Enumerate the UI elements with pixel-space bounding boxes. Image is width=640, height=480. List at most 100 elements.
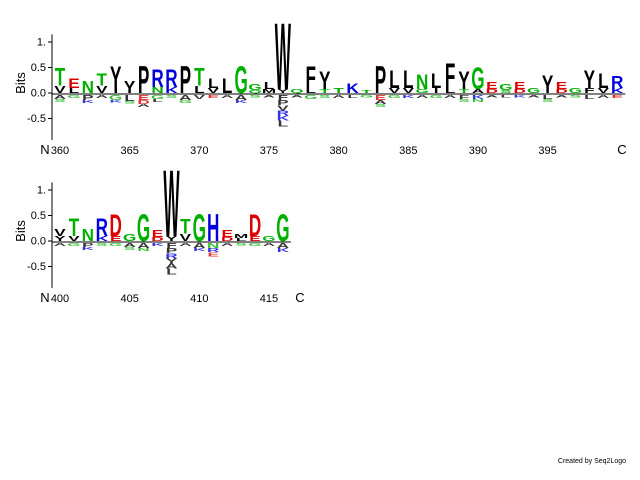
- logo-letter-K: K: [96, 235, 109, 243]
- logo-row-360-c-terminus: C: [617, 142, 626, 157]
- logo-letter-Y: Y: [277, 88, 289, 95]
- logo-letter-neg-S: S: [319, 94, 330, 99]
- logo-letter-R: R: [151, 66, 163, 93]
- logo-letter-neg-S: S: [166, 94, 177, 99]
- logo-letter-Y: Y: [584, 67, 595, 94]
- logo-letter-G: G: [262, 235, 275, 243]
- logo-row-360-xtick-label: 365: [120, 145, 138, 157]
- logo-letter-K: K: [165, 86, 178, 95]
- logo-letter-neg-G: G: [429, 94, 442, 99]
- logo-letter-neg-A: A: [54, 242, 66, 247]
- logo-row-360-xtick-label: 370: [190, 145, 208, 157]
- logo-letter-T: T: [333, 87, 343, 95]
- logo-letter-neg-A: A: [123, 242, 135, 249]
- logo-letter-neg-K: K: [193, 247, 205, 252]
- logo-row-400-xtick-label: 405: [120, 293, 138, 305]
- logo-letter-neg-E: E: [138, 94, 150, 102]
- logo-letter-neg-N: N: [207, 242, 219, 250]
- logo-letter-neg-F: F: [278, 94, 288, 102]
- logo-letter-neg-A: A: [137, 104, 149, 109]
- logo-letter-T: T: [361, 89, 372, 94]
- logo-letter-G: G: [527, 87, 540, 95]
- logo-letter-neg-L: L: [166, 267, 176, 276]
- logo-letter-S: S: [500, 89, 511, 94]
- logo-letter-Y: Y: [110, 61, 121, 96]
- logo-letter-Y: Y: [166, 235, 178, 243]
- logo-letter-G: G: [471, 62, 484, 97]
- logo-letter-neg-L: L: [124, 94, 134, 103]
- logo-letter-L: L: [236, 237, 247, 242]
- logo-letter-neg-A: A: [179, 242, 191, 247]
- logo-letter-L: L: [431, 70, 442, 93]
- logo-letter-G: G: [234, 59, 247, 102]
- logo-letter-T: T: [97, 69, 108, 89]
- logo-row-360-xtick-label: 360: [51, 145, 69, 157]
- logo-letter-L: L: [194, 84, 205, 96]
- logo-letter-V: V: [54, 227, 66, 239]
- logo-letter-neg-P: P: [277, 99, 289, 107]
- logo-letter-neg-A: A: [444, 94, 456, 99]
- logo-letter-neg-L: L: [542, 94, 553, 101]
- logo-row-360-xtick-label: 390: [469, 145, 487, 157]
- logo-letter-E: E: [110, 235, 122, 243]
- logo-letter-neg-A: A: [165, 262, 178, 270]
- logo-letter-F: F: [445, 56, 455, 95]
- logo-letter-neg-V: V: [277, 104, 289, 112]
- logo-letter-L: L: [598, 70, 609, 93]
- logo-letter-neg-G: G: [248, 242, 261, 247]
- logo-letter-Y: Y: [319, 68, 330, 95]
- logo-row-400-ytick-label: -0.5: [27, 261, 46, 273]
- logo-letter-neg-S: S: [124, 246, 135, 251]
- logo-letter-L: L: [445, 87, 455, 95]
- logo-letter-neg-A: A: [527, 94, 539, 98]
- logo-letter-Y: Y: [124, 77, 136, 97]
- logo-letter-neg-P: P: [82, 94, 94, 102]
- logo-letter-neg-F: F: [459, 94, 470, 101]
- logo-letter-neg-L: L: [501, 94, 512, 98]
- logo-letter-V: V: [180, 232, 192, 244]
- logo-letter-D: D: [151, 236, 163, 243]
- logo-row-360-ylabel: Bits: [13, 72, 28, 94]
- logo-letter-I: I: [434, 87, 439, 95]
- logo-letter-neg-R: R: [207, 247, 219, 254]
- logo-letter-neg-E: E: [208, 251, 219, 258]
- logo-letter-neg-S: S: [458, 98, 469, 103]
- logo-letter-neg-E: E: [375, 94, 387, 102]
- logo-letter-V: V: [68, 235, 80, 243]
- logo-letter-V: V: [598, 87, 610, 95]
- logo-letter-D: D: [486, 88, 498, 95]
- logo-letter-neg-A: A: [374, 99, 386, 106]
- logo-letter-neg-A: A: [235, 94, 248, 102]
- logo-row-400-ylabel: Bits: [13, 220, 28, 242]
- logo-letter-M: M: [262, 88, 276, 95]
- logo-letter-V: V: [403, 87, 415, 95]
- logo-letter-neg-G: G: [151, 94, 164, 101]
- logo-letter-neg-D: D: [137, 99, 149, 106]
- logo-letter-neg-A: A: [486, 94, 498, 98]
- logo-letter-neg-L: L: [278, 119, 288, 128]
- logo-letter-neg-A: A: [263, 242, 275, 247]
- logo-letter-V: V: [96, 84, 108, 96]
- logo-letter-neg-K: K: [82, 99, 94, 104]
- logo-row-400-ytick-label: 0.5: [31, 210, 46, 222]
- logo-letter-E: E: [68, 76, 79, 91]
- logo-letter-G: G: [499, 82, 512, 91]
- logo-letter-neg-A: A: [555, 94, 567, 98]
- logo-letter-K: K: [346, 81, 359, 96]
- logo-row-360-xtick-label: 385: [399, 145, 417, 157]
- logo-letter-Y: Y: [458, 68, 469, 95]
- logo-letter-neg-K: K: [151, 242, 163, 247]
- logo-row-400-n-terminus: N: [40, 290, 49, 305]
- logo-letter-F: F: [584, 87, 594, 95]
- logo-letter-K: K: [611, 87, 624, 95]
- logo-letter-G: G: [193, 207, 206, 250]
- credit-label: Created by Seq2Logo: [557, 458, 626, 465]
- logo-letter-neg-A: A: [221, 242, 233, 247]
- logo-letter-L: L: [69, 87, 79, 95]
- logo-row-360-ytick-label: -0.5: [27, 113, 46, 125]
- logo-letter-V: V: [54, 84, 66, 96]
- logo-letter-neg-L: L: [152, 98, 163, 103]
- logo-letter-neg-F: F: [166, 242, 176, 250]
- logo-row-400-ytick-label: 1.: [37, 185, 46, 197]
